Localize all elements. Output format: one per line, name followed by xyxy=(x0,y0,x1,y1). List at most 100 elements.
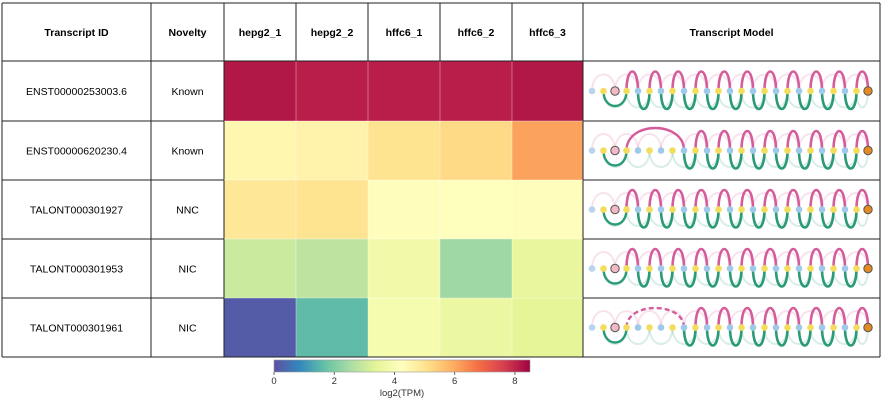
heatmap xyxy=(224,61,583,357)
splice-node xyxy=(841,147,849,154)
splice-node xyxy=(680,87,688,95)
splice-node xyxy=(853,87,860,95)
exon-edge xyxy=(797,268,812,288)
splice-node xyxy=(795,147,803,154)
intron-edge xyxy=(855,247,870,269)
transcript-id: ENST00000620230.4 xyxy=(26,146,127,158)
splice-node xyxy=(749,324,757,331)
exon-edge xyxy=(797,209,812,229)
exon-edge xyxy=(751,150,766,170)
splice-node xyxy=(863,322,873,333)
splice-node xyxy=(600,265,607,272)
transcript-model xyxy=(588,126,873,170)
background-intron-edge xyxy=(637,133,662,151)
splice-node xyxy=(634,87,642,95)
intron-edge xyxy=(809,247,824,269)
exon-edge xyxy=(843,209,858,229)
splice-node xyxy=(841,87,849,95)
splice-node xyxy=(795,324,803,331)
splice-node xyxy=(715,206,722,213)
novelty-label: NIC xyxy=(178,264,197,276)
splice-node xyxy=(623,87,630,95)
background-intron-edge xyxy=(591,73,616,92)
intron-edge xyxy=(694,129,709,151)
splice-node xyxy=(588,206,596,213)
exon-edge xyxy=(751,209,766,229)
splice-node xyxy=(784,206,791,213)
novelty-label: Known xyxy=(171,86,203,98)
transcript-id: TALONT000301927 xyxy=(30,205,123,217)
exon-edge xyxy=(820,209,835,229)
heatmap-cell xyxy=(440,61,512,121)
exon-edge xyxy=(820,90,835,111)
exon-edge xyxy=(751,90,766,111)
splice-node xyxy=(784,87,791,95)
intron-edge xyxy=(717,306,732,328)
exon-edge xyxy=(602,209,628,226)
splice-node xyxy=(807,324,814,331)
heatmap-cell xyxy=(512,61,583,121)
background-intron-edge xyxy=(614,310,639,328)
intron-edge xyxy=(763,70,778,92)
splice-node xyxy=(841,206,849,213)
exon-edge xyxy=(843,150,858,170)
intron-edge xyxy=(671,247,686,269)
splice-node xyxy=(784,265,791,272)
exon-edge xyxy=(774,327,789,347)
exon-edge xyxy=(602,268,628,285)
splice-node xyxy=(610,145,620,156)
splice-node xyxy=(726,206,734,213)
intron-edge xyxy=(832,247,847,269)
heatmap-cell xyxy=(440,121,512,180)
splice-node xyxy=(853,147,860,154)
heatmap-cell xyxy=(224,61,296,121)
background-intron-edge xyxy=(591,310,616,328)
splice-node xyxy=(807,265,814,272)
splice-node xyxy=(680,265,688,272)
splice-node xyxy=(841,324,849,331)
column-header: Transcript ID xyxy=(44,27,109,39)
colorbar: 0 2 4 6 8 log2(TPM) xyxy=(271,359,531,399)
exon-edge xyxy=(659,268,674,288)
intron-edge xyxy=(855,129,870,151)
splice-node xyxy=(646,206,653,213)
transcript-model xyxy=(588,247,873,288)
background-intron-edge xyxy=(591,133,616,151)
splice-node xyxy=(610,263,620,274)
exon-edge xyxy=(659,90,674,111)
exon-edge xyxy=(602,327,628,344)
splice-node xyxy=(692,265,699,272)
splice-node xyxy=(749,87,757,95)
exon-edge xyxy=(728,327,743,347)
splice-node xyxy=(646,87,653,95)
intron-edge xyxy=(855,306,870,328)
splice-node xyxy=(669,265,676,272)
intron-edge xyxy=(648,247,663,269)
exon-edge xyxy=(636,209,651,229)
background-exon-edge xyxy=(625,150,651,168)
intron-edge xyxy=(809,70,824,92)
intron-edge xyxy=(763,306,778,328)
heatmap-cell xyxy=(512,121,583,180)
splice-node xyxy=(772,147,780,154)
exon-edge xyxy=(705,327,720,347)
intron-edge xyxy=(717,129,732,151)
splice-node xyxy=(646,265,653,272)
splice-node xyxy=(715,87,722,95)
splice-node xyxy=(795,87,803,95)
background-intron-edge xyxy=(637,310,662,328)
background-intron-edge xyxy=(591,192,616,210)
splice-node xyxy=(841,265,849,272)
heatmap-cell xyxy=(440,239,512,298)
splice-node xyxy=(669,206,676,213)
splice-node xyxy=(692,206,699,213)
splice-node xyxy=(703,324,711,331)
exon-edge xyxy=(659,209,674,229)
heatmap-cell xyxy=(368,239,440,298)
heatmap-cell xyxy=(368,61,440,121)
splice-node xyxy=(818,87,826,95)
splice-node xyxy=(795,265,803,272)
background-intron-edge xyxy=(614,133,639,151)
splice-node xyxy=(680,206,688,213)
exon-edge xyxy=(751,327,766,347)
